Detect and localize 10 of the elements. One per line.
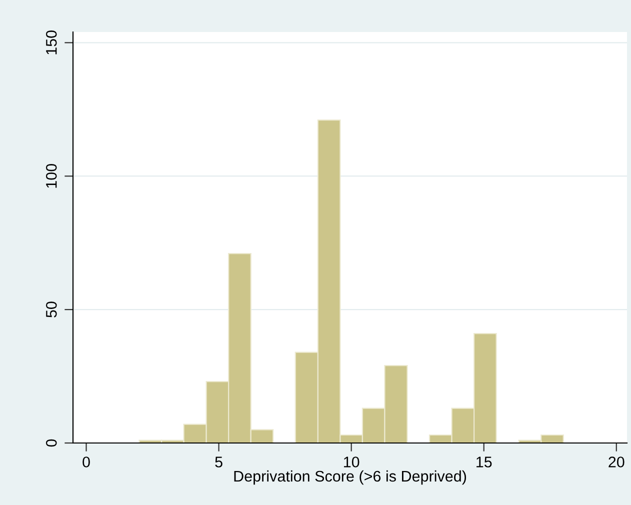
x-tick-label: 0 (82, 456, 90, 468)
y-tick-label: 50 (46, 302, 57, 318)
x-axis-title: Deprivation Score (>6 is Deprived) (234, 470, 466, 485)
x-tick-label: 10 (344, 456, 360, 468)
y-tick-label: 100 (46, 164, 57, 188)
x-tick-label: 15 (476, 456, 492, 468)
x-tick-label: 5 (215, 456, 222, 468)
y-tick-label: 0 (46, 439, 57, 447)
y-tick-label: 150 (46, 30, 57, 54)
x-tick-label: 20 (608, 456, 624, 468)
